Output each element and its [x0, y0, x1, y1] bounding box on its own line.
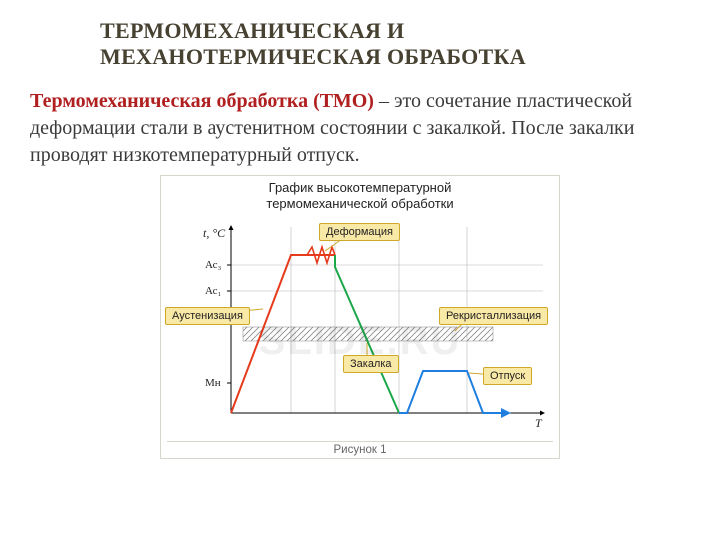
recrystallization-band — [243, 327, 493, 341]
x-axis-label: T — [535, 416, 543, 430]
figure-container: График высокотемпературной термомеханиче… — [160, 175, 560, 459]
callout-tempering: Отпуск — [483, 367, 532, 386]
chart-title-line1: График высокотемпературной — [269, 180, 452, 195]
tick-label-ac3: Ас₃ — [205, 259, 222, 271]
chart-title: График высокотемпературной термомеханиче… — [167, 180, 553, 213]
chart-svg: t, °C T Ас₃ Ас₁ Мн — [167, 215, 553, 437]
callout-recrystallization: Рекристаллизация — [439, 307, 548, 326]
callout-deformation: Деформация — [319, 223, 400, 242]
intro-paragraph: Термомеханическая обработка (ТМО) – это … — [30, 88, 690, 169]
callout-austenitization: Аустенизация — [165, 307, 250, 326]
figure-caption: Рисунок 1 — [167, 441, 553, 456]
y-axis-label: t, °C — [203, 226, 226, 240]
plot-area: SLIDE.RU — [167, 215, 553, 437]
chart-title-line2: термомеханической обработки — [266, 196, 453, 211]
callout-quenching: Закалка — [343, 355, 399, 374]
page-title: ТЕРМОМЕХАНИЧЕСКАЯ И МЕХАНОТЕРМИЧЕСКАЯ ОБ… — [30, 18, 690, 70]
tick-label-ac1: Ас₁ — [205, 285, 222, 297]
tick-label-mn: Мн — [205, 377, 221, 389]
intro-term: Термомеханическая обработка (ТМО) — [30, 90, 374, 112]
